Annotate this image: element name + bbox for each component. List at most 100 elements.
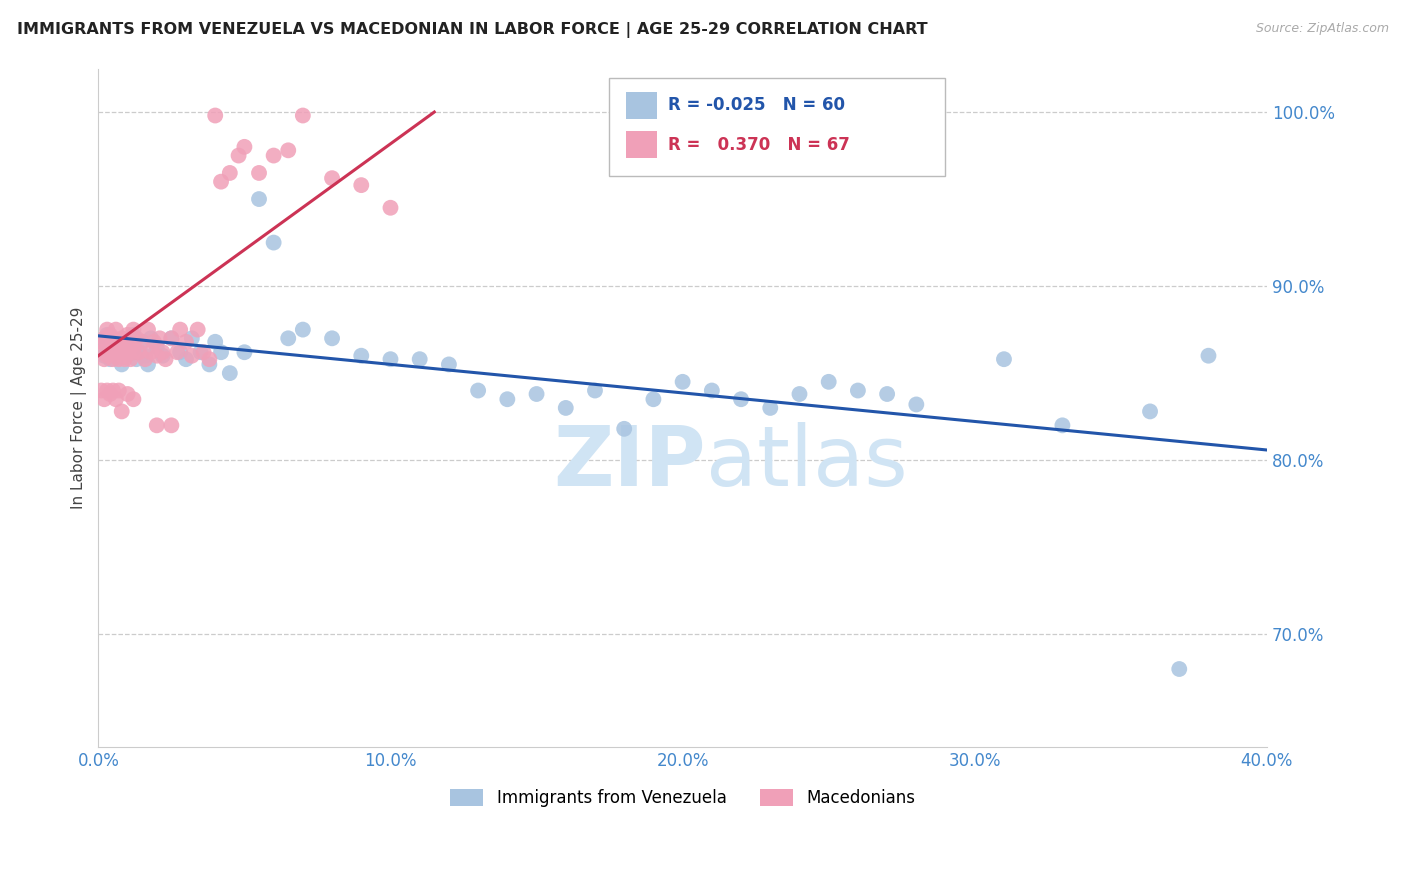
Point [101, 334, 124, 349]
Point [93, 392, 115, 407]
Point [128, 345, 150, 359]
Point [1139, 404, 1161, 418]
Point [125, 331, 148, 345]
Point [218, 166, 240, 180]
Y-axis label: In Labor Force | Age 25-29: In Labor Force | Age 25-29 [72, 307, 87, 509]
Point [134, 352, 156, 367]
Text: IMMIGRANTS FROM VENEZUELA VS MACEDONIAN IN LABOR FORCE | AGE 25-29 CORRELATION C: IMMIGRANTS FROM VENEZUELA VS MACEDONIAN … [17, 22, 928, 38]
Point [146, 349, 169, 363]
Point [187, 323, 209, 337]
Point [193, 345, 215, 359]
Point [321, 331, 343, 345]
Point [107, 384, 129, 398]
Point [180, 331, 202, 345]
Point [90, 345, 112, 359]
Point [122, 327, 145, 342]
Point [876, 387, 898, 401]
Point [120, 352, 142, 367]
Point [139, 345, 162, 359]
Point [905, 397, 928, 411]
Point [277, 144, 299, 158]
Point [380, 352, 402, 367]
Point [114, 340, 136, 354]
Point [128, 345, 150, 359]
Point [190, 345, 212, 359]
Point [101, 331, 124, 345]
Point [101, 352, 124, 367]
Point [111, 358, 134, 372]
Point [554, 401, 576, 415]
Point [846, 384, 869, 398]
Point [98, 345, 121, 359]
Point [583, 384, 606, 398]
Point [104, 323, 127, 337]
Text: R = -0.025   N = 60: R = -0.025 N = 60 [668, 96, 845, 114]
Point [101, 384, 124, 398]
Point [350, 178, 373, 193]
Point [152, 349, 174, 363]
Point [90, 334, 112, 349]
Point [672, 375, 695, 389]
Point [204, 334, 226, 349]
Point [120, 340, 142, 354]
Point [107, 352, 129, 367]
Point [166, 345, 188, 359]
Point [111, 345, 134, 359]
Point [437, 358, 460, 372]
Point [613, 422, 636, 436]
Point [247, 166, 270, 180]
Point [1198, 349, 1220, 363]
Text: ZIP: ZIP [554, 422, 706, 503]
Point [180, 349, 202, 363]
Point [107, 334, 129, 349]
Point [107, 334, 129, 349]
Point [496, 392, 519, 407]
Point [409, 352, 432, 367]
Point [993, 352, 1015, 367]
Point [160, 331, 183, 345]
Point [350, 349, 373, 363]
Point [291, 323, 314, 337]
Point [759, 401, 782, 415]
Point [104, 345, 127, 359]
Point [90, 334, 112, 349]
Point [152, 345, 174, 359]
Point [96, 327, 118, 342]
Point [114, 340, 136, 354]
Point [117, 327, 139, 342]
Point [169, 345, 191, 359]
Point [139, 331, 162, 345]
Point [114, 352, 136, 367]
Point [146, 340, 169, 354]
Point [218, 366, 240, 380]
Point [228, 148, 250, 162]
Point [198, 358, 221, 372]
Point [277, 331, 299, 345]
Point [96, 384, 118, 398]
Point [122, 323, 145, 337]
Text: Source: ZipAtlas.com: Source: ZipAtlas.com [1256, 22, 1389, 36]
Point [169, 323, 191, 337]
Point [174, 352, 197, 367]
Point [247, 192, 270, 206]
Point [93, 352, 115, 367]
Point [98, 387, 121, 401]
Point [291, 109, 314, 123]
Point [526, 387, 548, 401]
Point [643, 392, 665, 407]
Point [263, 148, 285, 162]
Point [160, 331, 183, 345]
Point [204, 109, 226, 123]
Point [817, 375, 839, 389]
Point [96, 349, 118, 363]
Point [96, 323, 118, 337]
Point [104, 345, 127, 359]
Point [117, 345, 139, 359]
Point [146, 418, 169, 433]
Point [789, 387, 811, 401]
Point [233, 140, 256, 154]
Point [263, 235, 285, 250]
Point [209, 345, 232, 359]
Point [131, 334, 153, 349]
Point [120, 334, 142, 349]
